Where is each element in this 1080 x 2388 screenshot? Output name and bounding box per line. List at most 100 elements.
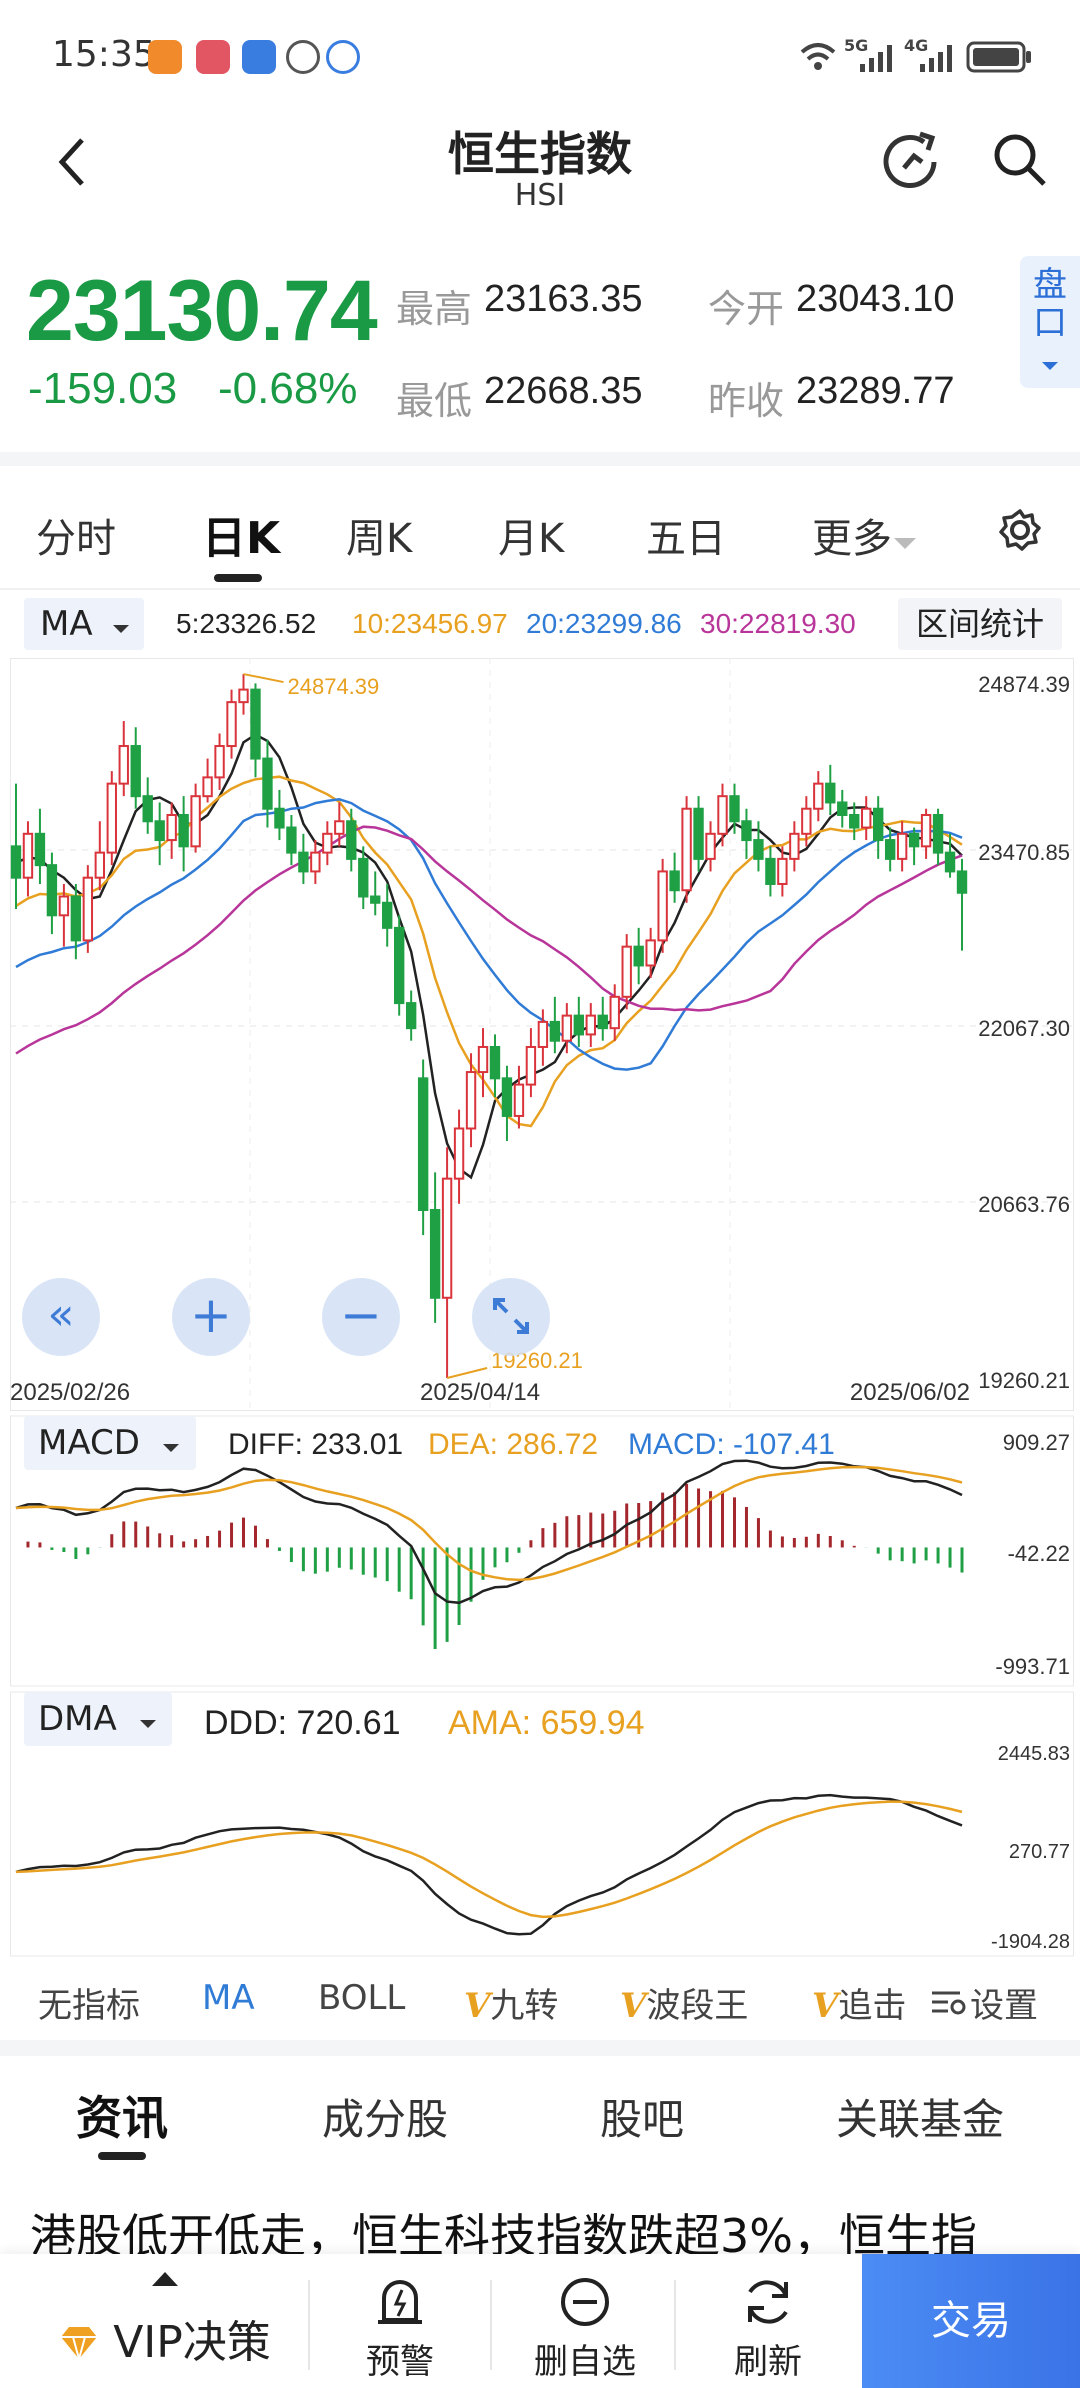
plus-icon: + xyxy=(190,1286,232,1344)
high-label: 最高 xyxy=(396,287,473,331)
macd-indicator-selector[interactable]: MACD xyxy=(24,1416,196,1470)
moving-average-lines xyxy=(15,733,963,1180)
macd-histogram-value: MACD: -107.41 xyxy=(628,1428,835,1461)
candle-body xyxy=(609,995,620,1030)
signal-4g-label: 4G xyxy=(904,36,929,55)
minus-circle-icon xyxy=(561,2278,609,2326)
dma-axis-label: 270.77 xyxy=(1009,1841,1070,1863)
candle-body xyxy=(130,745,141,798)
macd-panel-frame xyxy=(10,1415,1074,1687)
tab-five-day[interactable]: 五日 xyxy=(646,516,726,562)
tab-more[interactable]: 更多 xyxy=(812,506,918,564)
signal-bars-icon xyxy=(920,45,952,72)
indicator-boduanwang-label: 波段王 xyxy=(646,1986,749,2026)
candle-body xyxy=(250,688,261,760)
indicator-jiuzhuan-label: 九转 xyxy=(490,1986,559,2026)
tab-monthly-k[interactable]: 月K xyxy=(498,516,565,562)
tab-daily-k[interactable]: 日K xyxy=(202,513,281,564)
remove-watchlist-button[interactable]: 删自选 xyxy=(520,2262,650,2382)
wifi-icon xyxy=(800,43,836,70)
candle-body xyxy=(896,832,908,860)
fullscreen-button[interactable] xyxy=(472,1278,550,1356)
refresh-button[interactable]: 刷新 xyxy=(706,2262,830,2382)
indicator-boll[interactable]: BOLL xyxy=(318,1978,406,2018)
diamond-icon xyxy=(61,2327,98,2363)
tab-related-funds[interactable]: 关联基金 xyxy=(836,2095,1005,2144)
zoom-in-button[interactable]: + xyxy=(172,1278,250,1356)
tab-constituents[interactable]: 成分股 xyxy=(322,2095,449,2144)
range-statistics-button[interactable]: 区间统计 xyxy=(898,598,1062,650)
candle-body xyxy=(669,870,680,892)
prev-close-label: 昨收 xyxy=(708,379,785,423)
tab-weekly-k[interactable]: 周K xyxy=(346,516,413,562)
dma-indicator-selector[interactable]: DMA xyxy=(24,1692,172,1746)
high-value: 23163.35 xyxy=(484,278,643,320)
candle-body xyxy=(861,807,872,829)
candle-body xyxy=(202,776,213,798)
macd-panel: 909.27 -42.22 -993.71 xyxy=(15,1430,1070,1679)
tab-forum[interactable]: 股吧 xyxy=(600,2095,685,2144)
separator xyxy=(490,2280,492,2370)
candle-body xyxy=(525,1045,537,1086)
candle-body xyxy=(322,832,333,854)
indicator-ma[interactable]: MA xyxy=(202,1978,255,2018)
indicator-none[interactable]: 无指标 xyxy=(38,1986,140,2026)
order-book-button[interactable]: 盘口 xyxy=(1020,256,1080,388)
indicator-jiuzhuan[interactable]: V九转 xyxy=(464,1978,558,2027)
candle-body xyxy=(777,857,788,885)
zoom-out-button[interactable]: − xyxy=(322,1278,400,1356)
candle-body xyxy=(334,820,345,835)
separator xyxy=(674,2280,676,2370)
candle-body xyxy=(561,1014,573,1042)
candle-body xyxy=(573,1014,585,1036)
price-axis-label: 19260.21 xyxy=(978,1368,1070,1393)
date-axis-label: 2025/04/14 xyxy=(420,1379,540,1406)
candle-body xyxy=(106,782,117,854)
dma-ama-line xyxy=(15,1800,963,1919)
candle-body xyxy=(597,1014,608,1030)
candle-body xyxy=(10,845,22,879)
candle-body xyxy=(34,832,46,867)
vip-decision-button[interactable]: VIP决策 xyxy=(30,2262,300,2382)
tab-news[interactable]: 资讯 xyxy=(76,2091,168,2145)
vip-v-icon: V xyxy=(464,1986,491,2026)
tab-intraday[interactable]: 分时 xyxy=(36,516,116,562)
candle-body xyxy=(286,826,297,854)
indicator-settings[interactable]: 设置 xyxy=(930,1978,1038,2027)
app-notification-icon xyxy=(242,40,276,74)
vip-v-icon: V xyxy=(620,1986,647,2026)
macd-axis-label: -42.22 xyxy=(1008,1541,1070,1566)
candle-body xyxy=(465,1071,477,1130)
candle-body xyxy=(872,807,884,842)
ma-indicator-selector[interactable]: MA xyxy=(24,598,144,650)
candle-body xyxy=(214,745,225,779)
vip-v-icon: V xyxy=(812,1986,839,2026)
candle-body xyxy=(765,857,776,885)
open-label: 今开 xyxy=(708,287,785,331)
candle-body xyxy=(717,795,728,835)
indicator-boduanwang[interactable]: V波段王 xyxy=(620,1978,748,2027)
candle-body xyxy=(382,901,393,929)
candle-body xyxy=(417,1077,429,1211)
candle-body xyxy=(621,945,632,998)
trade-button[interactable]: 交易 xyxy=(862,2254,1080,2388)
candle-body xyxy=(298,851,309,873)
candle-body xyxy=(178,813,189,848)
hand-icon xyxy=(286,40,320,74)
share-refresh-icon[interactable] xyxy=(880,128,944,192)
page-subtitle: HSI xyxy=(514,178,566,213)
candle-body xyxy=(549,1020,561,1042)
dma-ddd-value: DDD: 720.61 xyxy=(204,1704,401,1742)
scroll-left-button[interactable]: « xyxy=(22,1278,100,1356)
macd-diff-line xyxy=(15,1459,963,1605)
candle-body xyxy=(729,795,740,823)
gear-icon[interactable] xyxy=(998,508,1042,552)
back-button[interactable] xyxy=(52,132,92,192)
candle-body xyxy=(154,820,165,842)
search-icon[interactable] xyxy=(990,130,1050,190)
alert-button[interactable]: 预警 xyxy=(340,2262,460,2382)
candle-body xyxy=(118,745,129,785)
indicator-zhuiji[interactable]: V追击 xyxy=(812,1978,906,2027)
candle-body xyxy=(753,839,764,860)
